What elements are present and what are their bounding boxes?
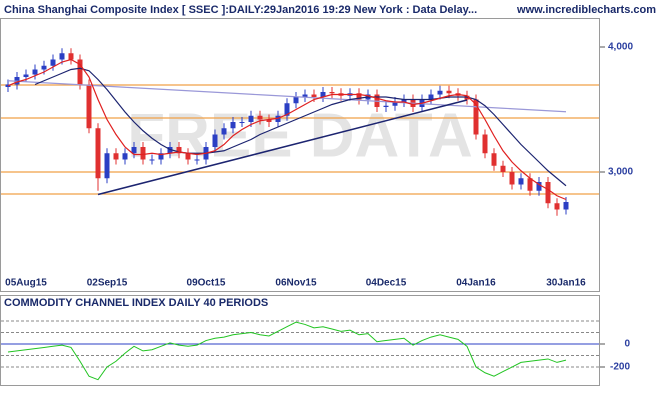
candle-body <box>473 99 479 135</box>
x-tick-label: 04Jan16 <box>456 278 496 289</box>
candle-body <box>86 84 92 129</box>
candle-body <box>392 102 398 106</box>
candle-body <box>464 95 470 100</box>
candle-body <box>266 119 272 122</box>
candle-body <box>509 172 515 185</box>
candle-body <box>68 53 74 60</box>
candle-body <box>311 94 317 97</box>
price-panel-frame <box>0 18 600 292</box>
candle-body <box>554 203 560 210</box>
candle-body <box>248 115 254 122</box>
candle-body <box>95 128 101 179</box>
y-tick-label: -200 <box>610 362 630 373</box>
candle-body <box>131 147 137 154</box>
candle-body <box>536 182 542 191</box>
candle-body <box>50 59 56 66</box>
cci-title: COMMODITY CHANNEL INDEX DAILY 40 PERIODS <box>4 297 268 309</box>
candle-body <box>41 65 47 70</box>
cci-line <box>7 321 567 381</box>
candle-body <box>428 94 434 100</box>
candle-body <box>167 147 173 154</box>
chart-title: China Shanghai Composite Index [ SSEC ]:… <box>4 4 477 16</box>
source: www.incrediblecharts.com <box>516 4 656 16</box>
candle-body <box>257 115 263 120</box>
moving-average <box>7 80 567 113</box>
x-tick-label: 06Nov15 <box>275 278 317 289</box>
candle-body <box>284 103 290 116</box>
candle-body <box>446 90 452 94</box>
candle-body <box>500 165 506 172</box>
candle-body <box>320 92 326 97</box>
candle-body <box>563 202 569 210</box>
candle-body <box>329 92 335 94</box>
candle-body <box>212 134 218 147</box>
candle-body <box>158 153 164 160</box>
candle-body <box>518 178 524 185</box>
candle-body <box>293 97 299 104</box>
candle-body <box>491 153 497 166</box>
y-tick-label: 3,000 <box>608 167 633 178</box>
x-tick-label: 30Jan16 <box>546 278 586 289</box>
candle-body <box>176 147 182 154</box>
candle-body <box>113 153 119 160</box>
candle-body <box>383 105 389 107</box>
candle-body <box>527 178 533 191</box>
candle-body <box>275 115 281 122</box>
moving-average <box>7 58 567 201</box>
x-tick-label: 09Oct15 <box>187 278 226 289</box>
candle-body <box>239 122 245 123</box>
candle-body <box>185 153 191 160</box>
y-tick-label: 4,000 <box>608 42 633 53</box>
candle-body <box>221 128 227 135</box>
candle-body <box>77 59 83 85</box>
candle-body <box>401 99 407 102</box>
candle-body <box>140 147 146 160</box>
candle-body <box>356 93 362 100</box>
candle-body <box>59 53 65 60</box>
x-tick-label: 02Sep15 <box>87 278 128 289</box>
candle-body <box>149 159 155 161</box>
trend-line <box>97 99 468 196</box>
candle-body <box>437 90 443 95</box>
x-tick-label: 04Dec15 <box>366 278 407 289</box>
candle-body <box>230 122 236 129</box>
candle-body <box>482 134 488 154</box>
candle-body <box>32 69 38 75</box>
candle-body <box>104 153 110 179</box>
candle-body <box>302 94 308 97</box>
candle-body <box>122 153 128 160</box>
y-tick-label: 0 <box>624 339 630 350</box>
moving-average <box>34 67 567 187</box>
cci-panel-frame <box>0 295 600 386</box>
candle-body <box>545 182 551 204</box>
candle-body <box>23 74 29 77</box>
candle-body <box>194 159 200 161</box>
x-tick-label: 05Aug15 <box>5 278 47 289</box>
